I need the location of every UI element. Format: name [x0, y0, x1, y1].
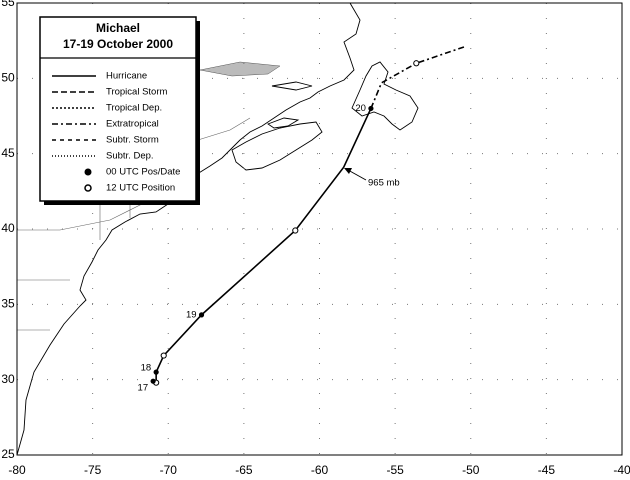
map-frame [16, 2, 623, 456]
y-tick-label: 30 [1, 372, 15, 386]
annotation-text: 965 mb [368, 178, 400, 189]
pei [267, 117, 300, 129]
x-tick-label: -55 [386, 463, 404, 477]
legend-box [39, 16, 197, 202]
legend-label: Subtr. Dep. [106, 151, 154, 162]
position-00utc [150, 378, 156, 384]
x-tick-label: -45 [538, 463, 556, 477]
border [17, 190, 131, 331]
y-tick-label: 25 [1, 447, 15, 461]
x-tick-label: -70 [160, 463, 178, 477]
legend-label: 12 UTC Position [106, 183, 175, 194]
legend-label: Extratropical [106, 119, 159, 130]
y-tick-label: 55 [1, 0, 15, 9]
legend-subtitle: 17-19 October 2000 [63, 37, 173, 51]
legend-label: 00 UTC Pos/Date [106, 167, 180, 178]
annotation: 965 mb [344, 168, 400, 189]
position-12utc [160, 352, 167, 359]
legend-marker [84, 184, 92, 192]
date-label: 17 [138, 383, 149, 394]
legend: Michael 17-19 October 2000 Hurricane Trop… [39, 16, 200, 205]
position-12utc [413, 60, 420, 67]
tracks: 17 18 19 20 [138, 45, 465, 394]
track-line [370, 45, 465, 109]
legend-label: Tropical Storm [106, 87, 167, 98]
date-label: 19 [186, 309, 197, 320]
legend-label: Hurricane [106, 71, 147, 82]
position-00utc [153, 369, 159, 375]
lake [199, 61, 281, 77]
legend-title: Michael [96, 21, 140, 35]
x-tick-label: -50 [462, 463, 480, 477]
x-tick-label: -60 [311, 463, 329, 477]
newfoundland [351, 61, 419, 131]
x-tick-label: -65 [235, 463, 253, 477]
annotation-arrowhead [344, 168, 352, 174]
anticosti [271, 81, 313, 91]
y-tick-label: 40 [1, 221, 15, 235]
legend-label: Tropical Dep. [106, 103, 162, 114]
nova-scotia [231, 121, 323, 171]
date-label: 18 [141, 363, 152, 374]
date-label: 20 [355, 103, 366, 114]
position-00utc [368, 105, 374, 112]
y-tick-label: 35 [1, 297, 15, 311]
y-tick-label: 45 [1, 146, 15, 160]
y-tick-label: 50 [1, 71, 15, 85]
position-00utc [198, 312, 205, 318]
legend-label: Subtr. Storm [106, 135, 159, 146]
x-tick-label: -75 [84, 463, 102, 477]
legend-marker [84, 168, 92, 176]
position-12utc [292, 227, 299, 234]
x-tick-label: -40 [613, 463, 630, 477]
x-tick-label: -80 [8, 463, 26, 477]
annotation-arrow [347, 169, 367, 181]
